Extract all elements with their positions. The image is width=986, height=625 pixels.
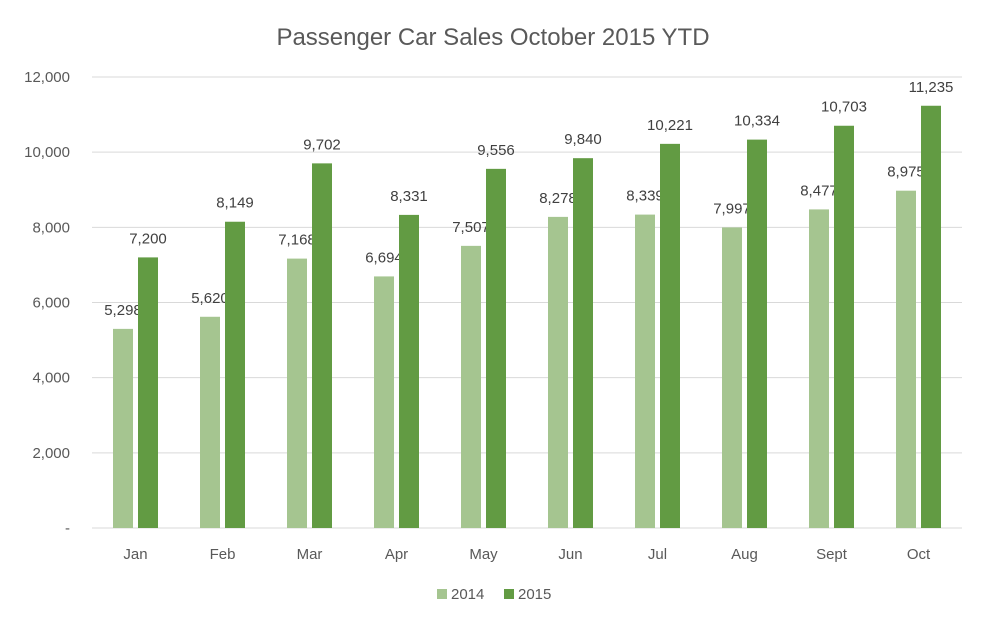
- data-label: 9,702: [303, 136, 341, 153]
- y-tick-label: 10,000: [24, 144, 70, 161]
- legend-swatch-2015: [504, 589, 514, 599]
- data-label: 5,620: [191, 290, 229, 307]
- bar-2015-Jan: [138, 257, 158, 528]
- data-label: 9,556: [477, 142, 515, 159]
- bar-2015-Jul: [660, 143, 680, 528]
- data-label: 8,278: [539, 190, 577, 207]
- legend: 2014 2015: [437, 586, 551, 603]
- x-tick-label: May: [469, 546, 498, 563]
- y-tick-label: 12,000: [24, 69, 70, 86]
- y-tick-label: 4,000: [32, 370, 70, 387]
- bar-2015-May: [486, 168, 506, 528]
- data-label: 8,149: [216, 195, 254, 212]
- y-tick-label: 8,000: [32, 219, 70, 236]
- x-axis: Jan Feb Mar Apr May Jun Jul Aug Sept Oct: [123, 546, 931, 563]
- bar-2014-Aug: [722, 227, 742, 528]
- data-label: 6,694: [365, 249, 403, 266]
- data-label: 9,840: [564, 131, 602, 148]
- bar-2014-Jun: [548, 216, 568, 528]
- bars: 5,298 7,200 5,620 8,149 7,168 9,702 6,694 8,331…: [104, 79, 954, 529]
- bar-2015-Jun: [573, 158, 593, 528]
- x-tick-label: Jun: [558, 546, 582, 563]
- legend-swatch-2014: [437, 589, 447, 599]
- y-tick-label: 2,000: [32, 445, 70, 462]
- legend-label-2015: 2015: [518, 586, 551, 603]
- bar-2015-Aug: [747, 139, 767, 528]
- x-tick-label: Jan: [123, 546, 147, 563]
- x-tick-label: Feb: [210, 546, 236, 563]
- chart-title: Passenger Car Sales October 2015 YTD: [276, 24, 709, 51]
- bar-2014-Oct: [896, 190, 916, 529]
- x-tick-label: Apr: [385, 546, 408, 563]
- bar-2015-Oct: [921, 105, 941, 528]
- y-tick-label: 6,000: [32, 295, 70, 312]
- bar-2015-Mar: [312, 163, 332, 528]
- data-label: 10,703: [821, 99, 867, 116]
- y-axis: - 2,000 4,000 6,000 8,000 10,000 12,000: [24, 69, 70, 537]
- data-label: 7,997: [713, 200, 751, 217]
- data-label: 10,334: [734, 113, 780, 130]
- data-label: 7,168: [278, 232, 316, 249]
- bar-2015-Sept: [834, 125, 854, 529]
- data-label: 8,339: [626, 188, 664, 205]
- x-tick-label: Sept: [816, 546, 848, 563]
- data-label: 8,331: [390, 188, 428, 205]
- bar-2014-May: [461, 245, 481, 528]
- bar-2014-Jul: [635, 214, 655, 528]
- y-tick-label: -: [65, 520, 70, 537]
- data-label: 8,477: [800, 182, 838, 199]
- bar-2015-Apr: [399, 214, 419, 528]
- data-label: 11,235: [909, 79, 954, 96]
- bar-2014-Feb: [200, 316, 220, 528]
- data-label: 10,221: [647, 117, 693, 134]
- bar-2014-Mar: [287, 258, 307, 528]
- x-tick-label: Oct: [907, 546, 931, 563]
- bar-2014-Sept: [809, 209, 829, 529]
- bar-2014-Apr: [374, 276, 394, 528]
- bar-2014-Jan: [113, 328, 133, 528]
- legend-label-2014: 2014: [451, 586, 484, 603]
- data-label: 7,507: [452, 219, 490, 236]
- x-tick-label: Aug: [731, 546, 758, 563]
- x-tick-label: Jul: [648, 546, 667, 563]
- data-label: 7,200: [129, 230, 167, 247]
- bar-2015-Feb: [225, 221, 245, 529]
- x-tick-label: Mar: [297, 546, 323, 563]
- data-label: 5,298: [104, 302, 142, 319]
- data-label: 8,975: [887, 164, 925, 181]
